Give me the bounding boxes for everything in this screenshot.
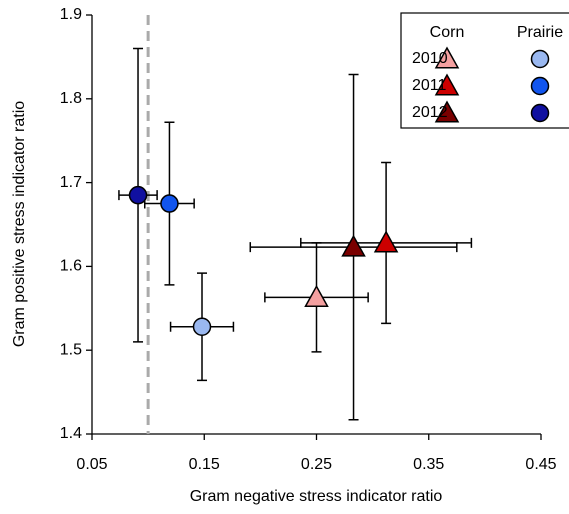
data-point — [341, 234, 366, 257]
legend-header: Prairie — [517, 24, 563, 41]
data-point — [304, 284, 329, 307]
x-tick-label: 0.35 — [413, 456, 444, 473]
x-tick-label: 0.25 — [301, 456, 332, 473]
legend-marker — [434, 46, 460, 69]
y-tick-label: 1.6 — [60, 258, 82, 275]
y-axis-label: Gram positive stress indicator ratio — [11, 101, 28, 347]
x-tick-label: 0.05 — [76, 456, 107, 473]
y-tick-label: 1.4 — [60, 425, 82, 442]
y-tick-label: 1.9 — [60, 6, 82, 23]
legend-label: 2011 — [412, 77, 447, 94]
data-point — [160, 194, 179, 213]
legend-label: 2010 — [412, 50, 448, 67]
legend-marker — [434, 73, 460, 96]
y-tick-label: 1.5 — [60, 341, 82, 358]
data-point — [128, 185, 148, 205]
legend-label: 2012 — [412, 104, 448, 121]
legend-marker — [530, 103, 550, 123]
legend-header: Corn — [430, 24, 465, 41]
y-tick-label: 1.7 — [60, 174, 82, 191]
legend-marker — [434, 100, 460, 123]
x-tick-label: 0.15 — [189, 456, 220, 473]
data-point — [373, 230, 399, 253]
x-axis-label: Gram negative stress indicator ratio — [190, 488, 443, 505]
x-tick-label: 0.45 — [525, 456, 556, 473]
data-point — [192, 317, 212, 336]
y-tick-label: 1.8 — [60, 90, 82, 107]
legend-marker — [530, 76, 550, 96]
legend-marker — [530, 49, 550, 69]
